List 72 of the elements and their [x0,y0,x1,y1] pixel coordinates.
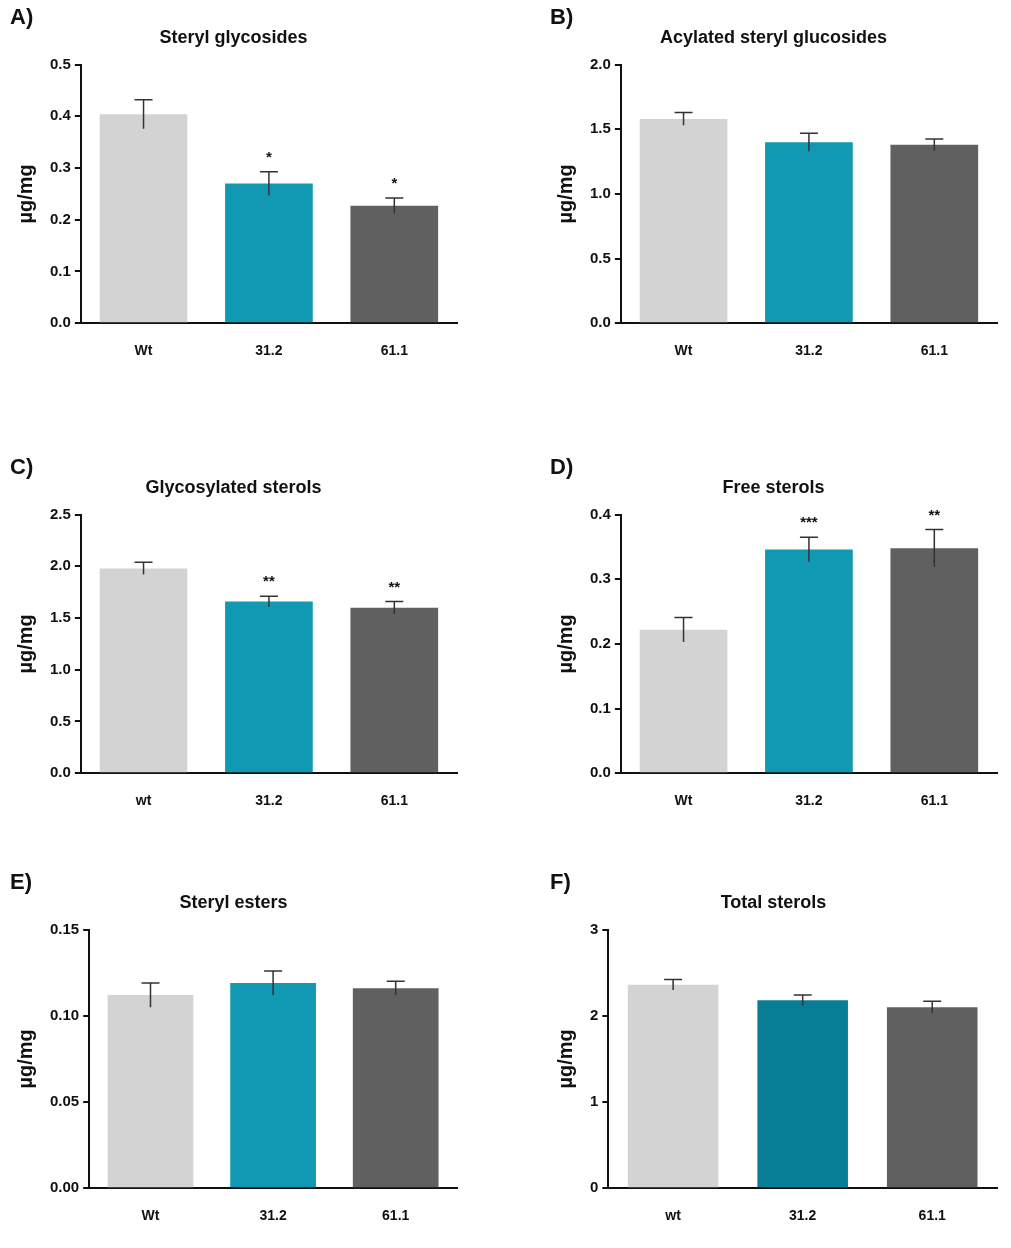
y-tick-label: 1 [590,1092,599,1110]
y-tick-label: 0.0 [49,763,71,781]
x-tick-label: Wt [674,792,693,809]
x-tick-label: 61.1 [380,342,409,359]
y-tick-label: 3 [590,919,599,937]
y-tick-label: 2.0 [589,54,611,72]
x-tick-label: 61.1 [918,1207,947,1224]
y-tick-label: 0.5 [49,54,71,72]
chart-title: Glycosylated sterols [145,476,322,497]
y-axis-title: µg/mg [553,164,576,224]
x-tick-label: Wt [674,342,693,359]
x-tick-label: wt [134,792,152,809]
y-tick-label: 0.2 [49,209,71,227]
chart-title: Free sterols [722,476,825,497]
y-tick-label: 0.3 [49,158,71,176]
x-tick-label: 31.2 [789,1207,817,1224]
text: A) [10,4,34,30]
y-tick-label: 0.1 [49,261,71,279]
y-tick-label: 0.2 [589,634,611,652]
y-tick-label: 0.5 [589,248,611,266]
y-axis-title: µg/mg [553,614,576,674]
x-tick-label: 61.1 [382,1207,410,1224]
y-tick-label: 2.5 [49,504,71,522]
x-tick-label: Wt [134,342,153,359]
y-tick-label: 1.5 [589,119,611,137]
text: E) [10,869,32,895]
y-tick-label: 0.1 [589,698,611,716]
y-axis-title: µg/mg [553,1029,576,1089]
chart-title: Steryl esters [179,891,288,912]
y-tick-label: 0.10 [49,1005,80,1023]
y-tick-label: 1.5 [49,608,71,626]
x-tick-label: 31.2 [255,792,283,809]
y-tick-label: 0.05 [49,1092,80,1110]
y-tick-label: 0 [590,1178,599,1196]
annotation: * [266,147,272,165]
x-tick-label: 31.2 [259,1207,287,1224]
annotation: * [391,174,398,192]
y-tick-label: 0.4 [49,106,72,124]
y-axis-title: µg/mg [13,614,36,674]
annotation: ** [928,505,941,523]
chart-title: Total sterols [720,891,827,912]
x-tick-label: 31.2 [795,342,823,359]
y-tick-label: 0.0 [589,763,611,781]
text: D) [550,454,574,480]
y-tick-label: 0.0 [589,313,611,331]
y-tick-label: 0.15 [49,919,80,937]
y-tick-label: 0.3 [589,569,611,587]
chart-title: Acylated steryl glucosides [659,26,888,47]
text: B) [550,4,574,30]
y-tick-label: 0.0 [49,313,71,331]
x-tick-label: 31.2 [255,342,283,359]
annotation: ** [388,577,401,595]
x-tick-label: Wt [141,1207,160,1224]
y-tick-label: 0.4 [589,504,612,522]
y-axis-title: µg/mg [13,1029,36,1089]
text: C) [10,454,34,480]
y-tick-label: 2.0 [49,556,71,574]
y-tick-label: 2 [590,1005,599,1023]
x-tick-label: 61.1 [380,792,409,809]
text: F) [550,869,571,895]
annotation: *** [800,513,818,531]
y-tick-label: 0.5 [49,711,71,729]
x-tick-label: 31.2 [795,792,823,809]
y-tick-label: 1.0 [49,659,71,677]
chart-title: Steryl glycosides [159,26,308,47]
x-tick-label: 61.1 [920,792,949,809]
y-axis-title: µg/mg [13,164,36,224]
x-tick-label: 61.1 [920,342,949,359]
x-tick-label: wt [664,1207,682,1224]
annotation: ** [263,572,275,590]
y-tick-label: 1.0 [589,184,611,202]
y-tick-label: 0.00 [49,1178,80,1196]
